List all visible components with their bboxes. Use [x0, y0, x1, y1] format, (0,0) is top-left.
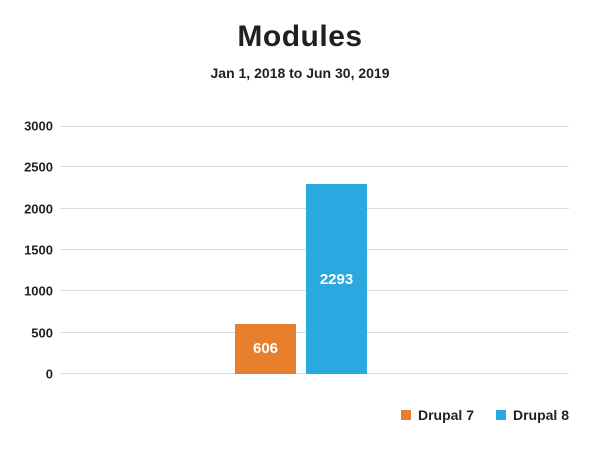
legend-swatch-drupal-7	[400, 410, 411, 420]
y-tick-label-2000: 2000	[24, 201, 53, 217]
legend-label-drupal-7: Drupal 7	[417, 407, 474, 423]
plot-area: 606 2293	[60, 126, 569, 374]
legend-label-drupal-8: Drupal 8	[512, 407, 569, 423]
y-tick-label-0: 0	[45, 366, 53, 382]
y-tick-label-2500: 2500	[24, 159, 53, 175]
bar-value-label-drupal-8: 2293	[319, 270, 354, 288]
legend-swatch-drupal-8	[495, 410, 506, 420]
y-tick-label-3000: 3000	[24, 118, 53, 134]
gridline-3000	[60, 126, 569, 127]
y-tick-label-1000: 1000	[24, 283, 53, 299]
chart-title: Modules	[237, 20, 363, 53]
legend: Drupal 7 Drupal 8	[400, 407, 569, 423]
y-axis-labels: 0 500 1000 1500 2000 2500 3000	[0, 119, 53, 382]
legend-item-drupal-8[interactable]: Drupal 8	[495, 407, 569, 423]
chart-subtitle: Jan 1, 2018 to Jun 30, 2019	[210, 65, 390, 81]
gridline-2500	[60, 166, 569, 168]
bar-drupal-8[interactable]: 2293	[306, 184, 367, 374]
bar-value-label-drupal-7: 606	[252, 340, 279, 358]
y-tick-label-500: 500	[31, 325, 53, 341]
bar-drupal-7[interactable]: 606	[235, 323, 296, 374]
y-tick-label-1500: 1500	[24, 242, 53, 258]
legend-item-drupal-7[interactable]: Drupal 7	[400, 407, 474, 423]
